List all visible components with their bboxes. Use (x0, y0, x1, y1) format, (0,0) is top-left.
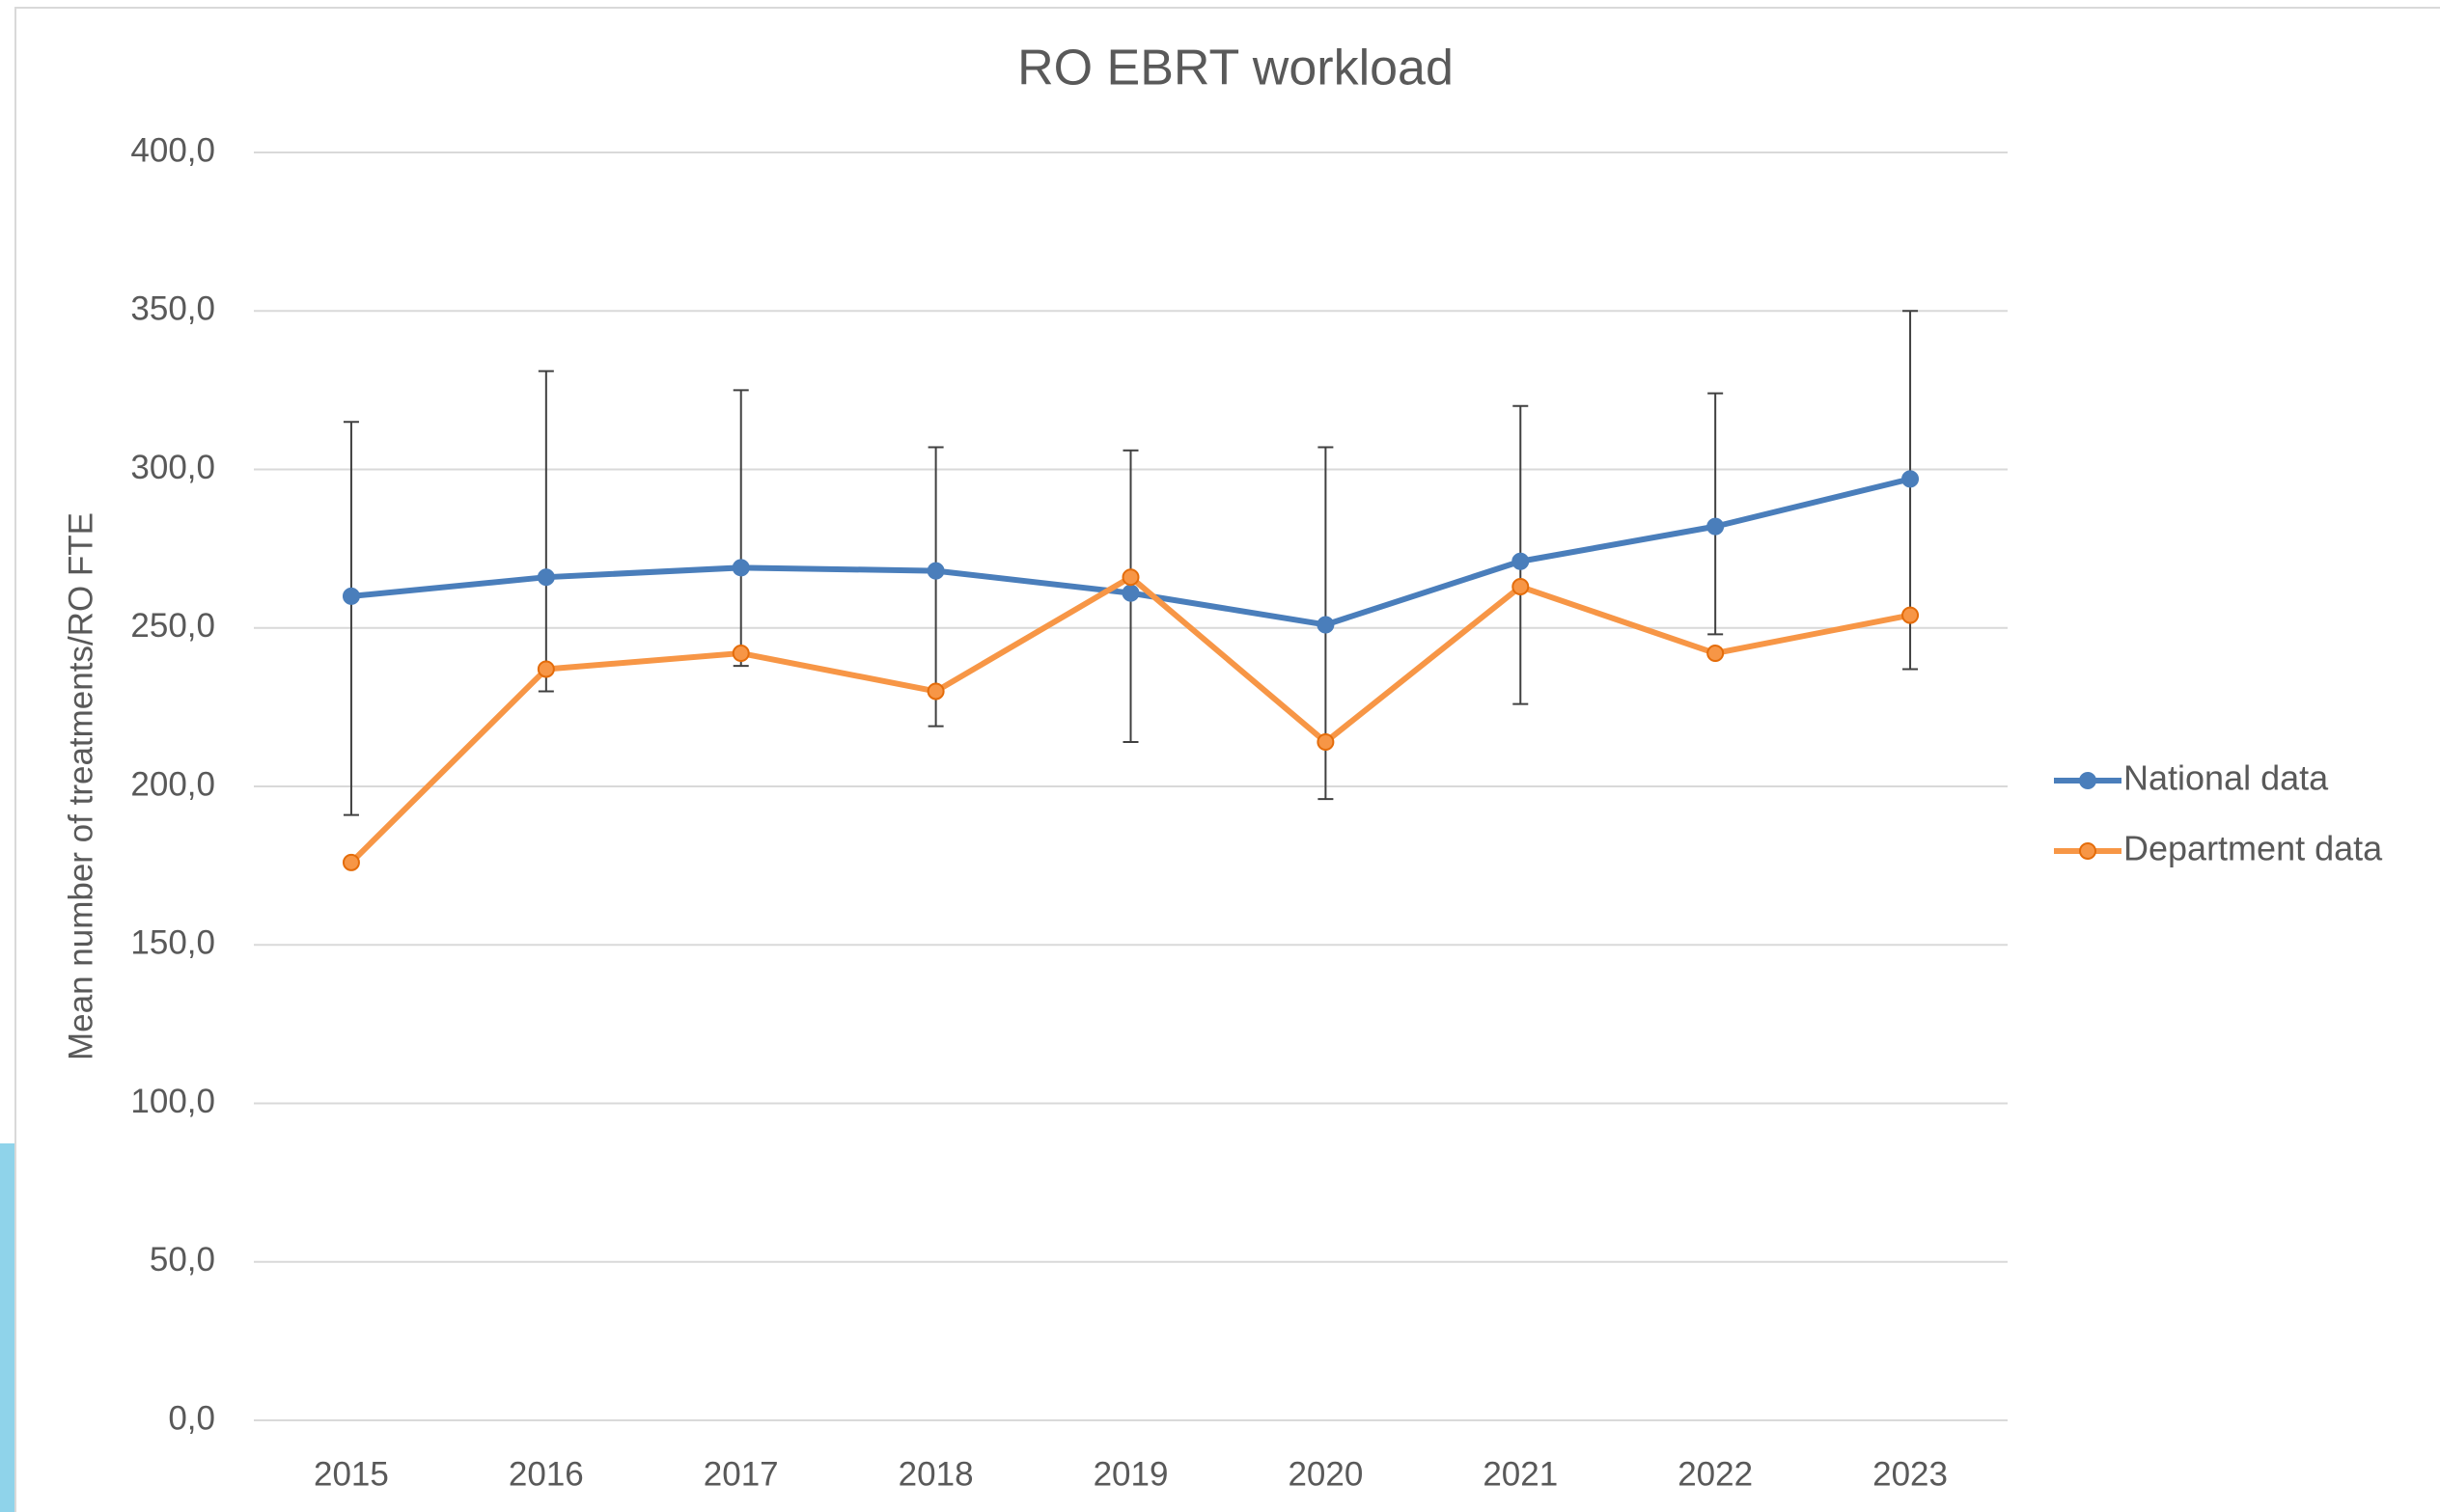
data-point (1901, 606, 1920, 624)
data-point (1901, 470, 1920, 488)
plot-area (342, 310, 1920, 871)
data-point (342, 587, 360, 605)
data-point (1511, 578, 1530, 596)
data-point (537, 660, 555, 678)
data-point (732, 559, 750, 577)
x-tick-label: 2018 (899, 1455, 974, 1493)
data-point (537, 568, 555, 587)
y-tick-label: 350,0 (130, 290, 215, 328)
x-tick-label: 2015 (314, 1455, 389, 1493)
y-tick-label: 200,0 (130, 765, 215, 803)
data-point (1706, 645, 1725, 663)
x-tick-label: 2019 (1094, 1455, 1169, 1493)
legend: National data Department data (2054, 758, 2383, 868)
data-point (1122, 584, 1140, 602)
data-point (1511, 552, 1530, 570)
data-point (1122, 568, 1140, 587)
x-tick-label: 2021 (1483, 1455, 1558, 1493)
data-point (927, 562, 945, 580)
chart-frame (14, 7, 2440, 1512)
grid: 0,0 50,0 100,0 150,0 200,0 250,0 300,0 350,0 400… (130, 131, 2008, 1493)
data-point (927, 682, 945, 701)
y-tick-label: 250,0 (130, 607, 215, 645)
y-axis-label: Mean number of treatments/RO FTE (62, 512, 99, 1060)
data-point (1317, 616, 1335, 634)
y-tick-label: 0,0 (168, 1399, 215, 1437)
x-tick-label: 2022 (1678, 1455, 1753, 1493)
legend-label: National data (2123, 758, 2329, 798)
y-tick-label: 150,0 (130, 924, 215, 962)
chart-title: RO EBRT workload (1017, 41, 1454, 96)
x-tick-label: 2017 (704, 1455, 779, 1493)
legend-marker (2079, 772, 2096, 789)
data-point (1706, 517, 1725, 536)
x-tick-label: 2023 (1872, 1455, 1948, 1493)
x-tick-label: 2016 (509, 1455, 584, 1493)
side-strip (0, 1143, 15, 1512)
x-tick-label: 2020 (1288, 1455, 1363, 1493)
y-tick-label: 300,0 (130, 449, 215, 486)
data-point (732, 645, 750, 663)
legend-label: Department data (2123, 829, 2383, 868)
y-tick-label: 50,0 (150, 1241, 215, 1278)
legend-marker (2079, 842, 2096, 860)
data-point (342, 853, 360, 871)
y-tick-label: 100,0 (130, 1083, 215, 1120)
data-point (1317, 733, 1335, 752)
y-tick-label: 400,0 (130, 131, 215, 169)
